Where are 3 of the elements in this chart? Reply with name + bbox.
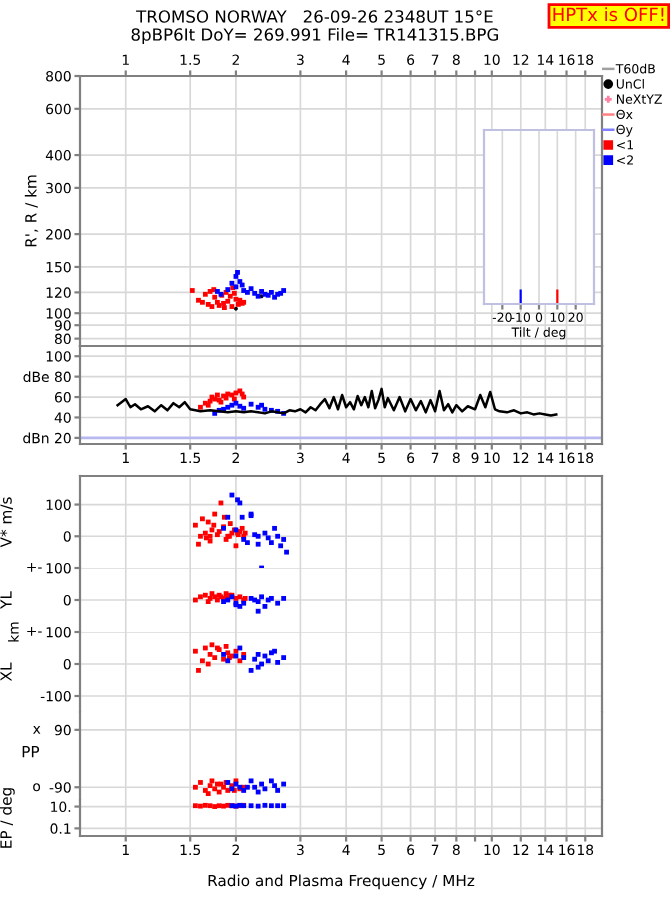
chart-title: TROMSO NORWAY 26-09-26 2348UT 15°E <box>136 10 493 23</box>
chart-subtitle: 8pBP6It DoY= 269.991 File= TR141315.BPG <box>131 27 499 45</box>
text: HPTx is OFF! <box>553 7 664 22</box>
